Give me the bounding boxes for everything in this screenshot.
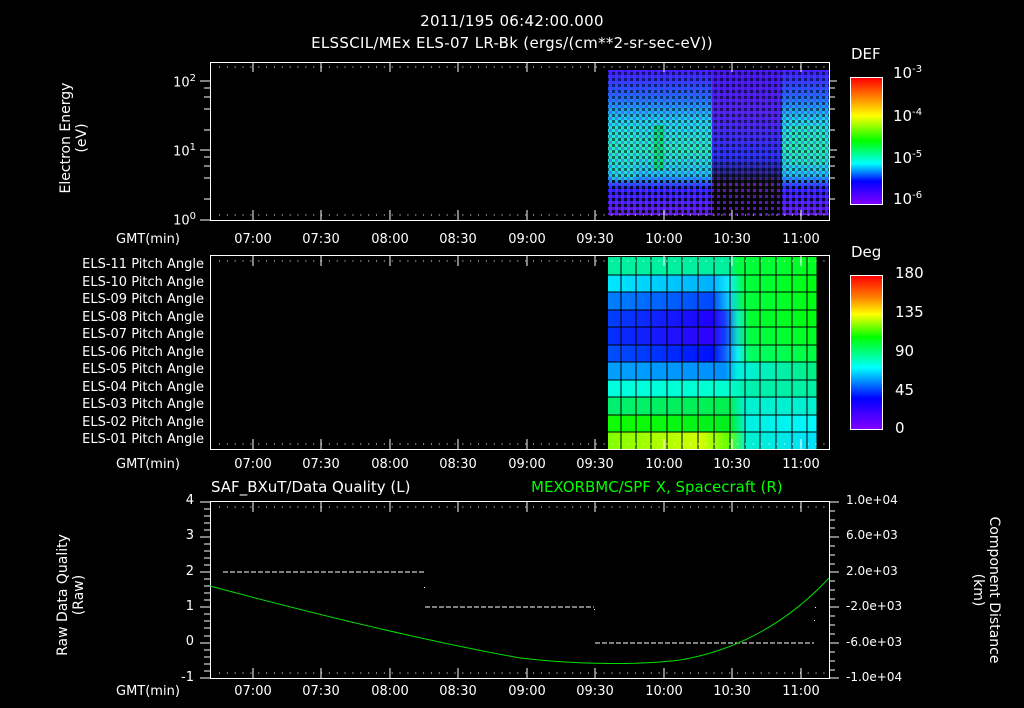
deg-colorbar-label: 135: [895, 303, 924, 321]
panel2-time-tick: 10:30: [713, 457, 751, 472]
panel2-time-axis-label: GMT(min): [116, 457, 180, 472]
deg-colorbar-label: 180: [895, 264, 924, 282]
panel1-time-tick: 11:00: [782, 232, 820, 247]
deg-colorbar-label: 45: [895, 381, 915, 399]
panel3-right-ytick: 6.0e+03: [846, 528, 898, 542]
panel2-time-tick: 07:00: [234, 457, 272, 472]
panel3-left-ytick: 1: [185, 599, 194, 614]
panel3-right-title: MEXORBMC/SPF X, Spacecraft (R): [531, 478, 783, 496]
panel1-time-tick: 09:30: [576, 232, 614, 247]
panel3-time-tick: 07:30: [302, 684, 340, 699]
panel3-time-tick: 07:00: [234, 684, 272, 699]
panel3-right-ytick: 1.0e+04: [846, 493, 898, 507]
panel3-left-ytick: 3: [185, 528, 194, 543]
row-label: ELS-07 Pitch Angle: [82, 327, 204, 342]
panel1-time-axis-label: GMT(min): [116, 232, 180, 247]
panel3-left-title: SAF_BXuT/Data Quality (L): [211, 478, 411, 496]
panel3-right-ytick: -6.0e+03: [846, 635, 903, 649]
panel3-left-ytick: 4: [185, 493, 194, 508]
panel3-time-tick: 09:30: [576, 684, 614, 699]
panel2-time-tick: 09:00: [508, 457, 546, 472]
panel3-left-ytick: -1: [181, 670, 194, 685]
panel1-time-tick: 09:00: [508, 232, 546, 247]
row-label: ELS-08 Pitch Angle: [82, 309, 204, 325]
pitch-angle-row-labels: ELS-11 Pitch Angle ELS-10 Pitch Angle EL…: [40, 256, 204, 449]
deg-colorbar-label: 0: [895, 419, 905, 437]
panel1-ytick-1: 100: [173, 211, 196, 229]
panel3-time-tick: 09:00: [508, 684, 546, 699]
row-label: ELS-11 Pitch Angle: [82, 257, 204, 272]
plot-datetime: 2011/195 06:42:00.000: [420, 12, 604, 30]
def-colorbar-label: 10-6: [893, 190, 923, 208]
row-label: ELS-09 Pitch Angle: [82, 292, 204, 307]
deg-colorbar-label: 90: [895, 342, 915, 360]
panel3-time-tick: 10:30: [713, 684, 751, 699]
panel3-time-tick: 08:00: [371, 684, 409, 699]
panel2-time-tick: 07:30: [302, 457, 340, 472]
panel3-left-ytick: 2: [185, 564, 194, 579]
row-label: ELS-02 Pitch Angle: [82, 414, 204, 430]
deg-colorbar-title: Deg: [851, 243, 882, 261]
panel3-time-tick: 11:00: [782, 684, 820, 699]
panel1-time-tick: 08:00: [371, 232, 409, 247]
panel3-time-axis-label: GMT(min): [116, 684, 180, 699]
def-colorbar-label: 10-5: [893, 149, 923, 167]
spacecraft-x-series: [209, 577, 830, 665]
panel2-time-tick: 08:30: [439, 457, 477, 472]
panel2-time-tick: 08:00: [371, 457, 409, 472]
def-colorbar-label: 10-3: [893, 64, 923, 82]
panel1-ytick-100: 102: [173, 73, 196, 91]
row-label: ELS-03 Pitch Angle: [82, 397, 204, 412]
row-label: ELS-01 Pitch Angle: [82, 432, 204, 447]
panel3-right-ytick: 2.0e+03: [846, 564, 898, 578]
panel1-time-tick: 10:00: [645, 232, 683, 247]
panel3-left-ytick: 0: [185, 634, 194, 649]
panel2-time-tick: 10:00: [645, 457, 683, 472]
row-label: ELS-05 Pitch Angle: [82, 362, 204, 377]
data-quality-series: [223, 571, 814, 644]
panel1-time-tick: 07:30: [302, 232, 340, 247]
def-colorbar: [850, 77, 883, 205]
row-label: ELS-10 Pitch Angle: [82, 274, 204, 290]
def-colorbar-label: 10-4: [893, 107, 923, 125]
panel1-time-tick: 10:30: [713, 232, 751, 247]
panel3-time-tick: 08:30: [439, 684, 477, 699]
panel1-time-tick: 07:00: [234, 232, 272, 247]
panel3-right-ytick: -1.0e+04: [846, 670, 903, 684]
row-label: ELS-04 Pitch Angle: [82, 379, 204, 395]
panel3-right-ytick: -2.0e+03: [846, 599, 903, 613]
row-label: ELS-06 Pitch Angle: [82, 344, 204, 360]
panel1-ytick-10: 101: [173, 142, 196, 160]
def-colorbar-title: DEF: [851, 45, 881, 63]
panel2-time-tick: 11:00: [782, 457, 820, 472]
panel3-time-tick: 10:00: [645, 684, 683, 699]
panel1-time-tick: 08:30: [439, 232, 477, 247]
plot-subtitle: ELSSCIL/MEx ELS-07 LR-Bk (ergs/(cm**2-sr…: [311, 34, 713, 52]
panel2-time-tick: 09:30: [576, 457, 614, 472]
deg-colorbar: [850, 275, 883, 430]
